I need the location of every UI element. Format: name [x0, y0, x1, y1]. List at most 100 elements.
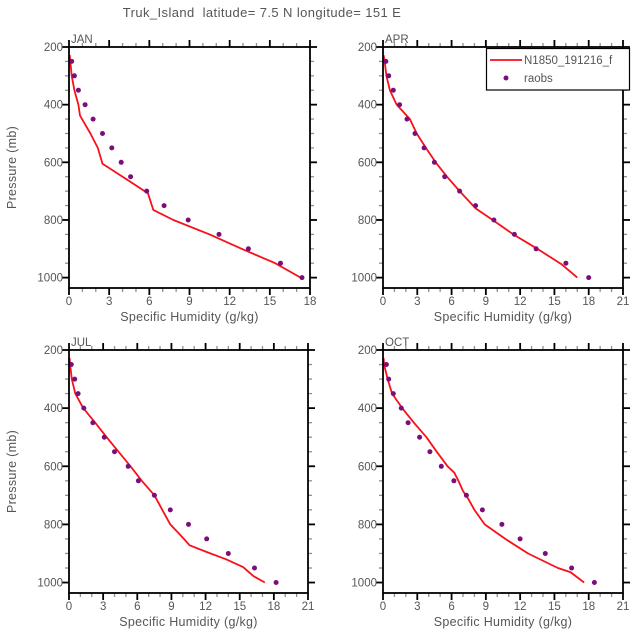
raobs-dot	[109, 145, 115, 151]
x-tick-label: 0	[380, 296, 386, 308]
x-tick-label: 21	[617, 296, 630, 308]
plot-frame	[382, 46, 624, 289]
y-tick-label: 400	[44, 100, 63, 112]
raobs-dots-jul	[68, 362, 279, 585]
raobs-dot	[216, 231, 222, 237]
raobs-dot	[204, 536, 210, 542]
raobs-dot	[533, 246, 539, 252]
raobs-dot	[299, 275, 305, 281]
y-tick-label: 200	[358, 42, 377, 54]
raobs-dot	[542, 551, 548, 556]
panel-jan: 0 3 6 9 12 15 18 200 400 600 800 1000 JAN Specific Hu…	[5, 34, 317, 324]
raobs-dot	[245, 246, 251, 252]
raobs-dot	[278, 260, 283, 266]
panel-label-jan: JAN	[71, 34, 93, 46]
raobs-dot	[71, 73, 77, 79]
raobs-dot	[473, 203, 479, 209]
raobs-dot	[112, 449, 117, 455]
raobs-dots-jan	[69, 58, 305, 281]
raobs-dot	[438, 463, 444, 469]
raobs-dot	[128, 174, 134, 180]
raobs-dot	[517, 536, 523, 542]
legend-label-raobs: raobs	[524, 73, 553, 85]
panel-label-apr: APR	[385, 34, 409, 46]
y-tick-label: 600	[358, 157, 377, 169]
raobs-dot	[75, 87, 81, 93]
x-tick-label: 15	[548, 601, 561, 613]
raobs-dot	[397, 102, 403, 108]
raobs-dot	[386, 376, 392, 382]
model-line-jul	[68, 358, 266, 584]
panel-apr: 0 3 6 9 12 15 18 21 200 400 600 800 1000 APR Specific …	[351, 34, 630, 324]
y-tick-label: 800	[358, 215, 377, 227]
x-axis-label: Specific Humidity (g/kg)	[434, 310, 573, 324]
x-tick-label: 12	[199, 601, 212, 613]
raobs-dot	[161, 203, 167, 209]
raobs-dots-apr	[383, 58, 592, 281]
raobs-dot	[386, 73, 392, 79]
raobs-dot	[412, 131, 418, 136]
raobs-dot	[417, 434, 423, 440]
x-tick-label: 0	[66, 296, 72, 308]
raobs-dot	[463, 492, 469, 498]
raobs-dot	[144, 188, 150, 194]
y-tick-label: 600	[358, 461, 377, 473]
y-tick-label: 400	[358, 403, 377, 415]
y-tick-label: 800	[44, 215, 63, 227]
raobs-dot	[135, 478, 141, 484]
model-line-apr	[382, 54, 578, 279]
x-tick-label: 15	[263, 296, 276, 308]
raobs-dot	[90, 116, 96, 122]
x-tick-label: 12	[514, 296, 527, 308]
x-tick-label: 3	[100, 601, 106, 613]
y-axis-label: Pressure (mb)	[5, 430, 19, 513]
y-tick-label: 1000	[351, 578, 377, 590]
raobs-dot	[511, 231, 517, 237]
x-tick-label: 9	[168, 601, 174, 613]
x-tick-label: 6	[146, 296, 152, 308]
x-tick-label: 15	[233, 601, 246, 613]
x-axis-label: Specific Humidity (g/kg)	[434, 615, 573, 629]
y-tick-label: 400	[44, 403, 63, 415]
x-tick-label: 6	[448, 296, 454, 308]
y-tick-label: 400	[358, 100, 377, 112]
raobs-dot	[273, 580, 279, 585]
y-tick-label: 600	[44, 461, 63, 473]
raobs-dot	[186, 521, 191, 527]
raobs-dot	[68, 362, 74, 367]
raobs-dot	[451, 478, 457, 484]
model-line-jan	[68, 55, 302, 279]
raobs-dot	[398, 405, 404, 411]
y-tick-label: 1000	[351, 273, 377, 285]
raobs-dot	[125, 463, 131, 469]
raobs-dot	[479, 507, 485, 513]
panel-oct: 0 3 6 9 12 15 18 21 200 400 600 800 1000 OCT Specific …	[351, 337, 630, 629]
raobs-dot	[118, 159, 124, 165]
panel-label-oct: OCT	[385, 337, 409, 349]
x-axis-label: Specific Humidity (g/kg)	[119, 615, 258, 629]
plot-frame	[68, 349, 309, 594]
model-line-oct	[382, 358, 585, 584]
raobs-dot	[405, 420, 411, 426]
raobs-dot	[390, 391, 396, 397]
y-tick-label: 200	[44, 42, 63, 54]
plot-frame	[68, 46, 311, 289]
raobs-dot	[75, 391, 81, 397]
legend-dot-sample	[503, 75, 509, 81]
raobs-dot	[563, 260, 569, 266]
x-tick-label: 21	[302, 601, 315, 613]
x-tick-label: 12	[223, 296, 236, 308]
raobs-dot	[427, 449, 433, 455]
raobs-dot	[151, 492, 157, 498]
x-tick-label: 3	[414, 296, 420, 308]
x-tick-label: 6	[448, 601, 454, 613]
raobs-dot	[90, 420, 96, 426]
raobs-dot	[491, 217, 497, 223]
raobs-dot	[81, 405, 87, 411]
x-tick-label: 18	[267, 601, 280, 613]
raobs-dot	[101, 434, 107, 440]
raobs-dot	[591, 580, 597, 585]
x-tick-label: 0	[380, 601, 386, 613]
